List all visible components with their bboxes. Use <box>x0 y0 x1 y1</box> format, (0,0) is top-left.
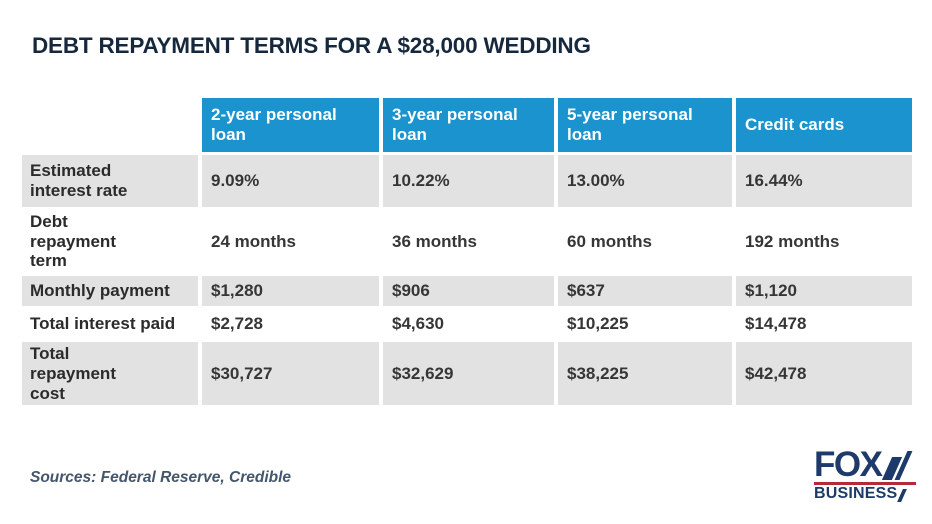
cell-value: $4,630 <box>383 309 554 340</box>
cell-value: $906 <box>383 276 554 307</box>
row-label: Debt repayment term <box>22 210 198 274</box>
cell-value: $1,120 <box>736 276 912 307</box>
row-label: Total interest paid <box>22 309 198 340</box>
col-header-label: 3-year personal loan <box>392 105 518 144</box>
row-label: Estimated interest rate <box>22 155 198 207</box>
page-title: DEBT REPAYMENT TERMS FOR A $28,000 WEDDI… <box>32 33 591 58</box>
col-header-5yr-loan: 5-year personal loan <box>558 98 732 152</box>
row-label: Total repayment cost <box>22 342 198 406</box>
cell-value: 60 months <box>558 210 732 274</box>
logo-red-rule <box>814 482 916 485</box>
cell-value: 24 months <box>202 210 379 274</box>
logo-fox-text: FOX <box>814 445 883 485</box>
cell-value: $38,225 <box>558 342 732 406</box>
cell-value: 16.44% <box>736 155 912 207</box>
searchlight-beam-icon <box>897 489 908 502</box>
debt-repayment-table: 2-year personal loan 3-year personal loa… <box>18 95 916 408</box>
cell-value: 13.00% <box>558 155 732 207</box>
col-header-label: Credit cards <box>745 115 845 135</box>
col-header-label: 5-year personal loan <box>567 105 693 144</box>
fox-business-logo: FOX BUSINESS <box>814 445 916 502</box>
cell-value: 10.22% <box>383 155 554 207</box>
cell-value: $14,478 <box>736 309 912 340</box>
row-label-text: Debt repayment term <box>30 212 116 271</box>
cell-value: $32,629 <box>383 342 554 406</box>
table-row-interest-rate: Estimated interest rate 9.09% 10.22% 13.… <box>22 155 912 207</box>
logo-business-text: BUSINESS <box>814 485 898 502</box>
table-row-total-interest: Total interest paid $2,728 $4,630 $10,22… <box>22 309 912 340</box>
col-header-3yr-loan: 3-year personal loan <box>383 98 554 152</box>
cell-value: $637 <box>558 276 732 307</box>
cell-value: $1,280 <box>202 276 379 307</box>
table-row-monthly-payment: Monthly payment $1,280 $906 $637 $1,120 <box>22 276 912 307</box>
header-row: 2-year personal loan 3-year personal loa… <box>22 98 912 152</box>
row-label-text: Monthly payment <box>30 281 170 301</box>
col-header-credit-cards: Credit cards <box>736 98 912 152</box>
cell-value: $30,727 <box>202 342 379 406</box>
corner-cell <box>22 98 198 152</box>
sources-note: Sources: Federal Reserve, Credible <box>30 469 292 486</box>
cell-value: $2,728 <box>202 309 379 340</box>
cell-value: $42,478 <box>736 342 912 406</box>
cell-value: 192 months <box>736 210 912 274</box>
cell-value: 9.09% <box>202 155 379 207</box>
row-label-text: Estimated interest rate <box>30 161 128 200</box>
cell-value: 36 months <box>383 210 554 274</box>
logo-top-row: FOX <box>814 445 916 485</box>
col-header-2yr-loan: 2-year personal loan <box>202 98 379 152</box>
cell-value: $10,225 <box>558 309 732 340</box>
row-label: Monthly payment <box>22 276 198 307</box>
logo-bottom-row: BUSINESS <box>814 486 916 502</box>
row-label-text: Total repayment cost <box>30 344 116 403</box>
table-row-repayment-term: Debt repayment term 24 months 36 months … <box>22 210 912 274</box>
col-header-label: 2-year personal loan <box>211 105 337 144</box>
table-row-total-repayment: Total repayment cost $30,727 $32,629 $38… <box>22 342 912 406</box>
row-label-text: Total interest paid <box>30 314 176 334</box>
